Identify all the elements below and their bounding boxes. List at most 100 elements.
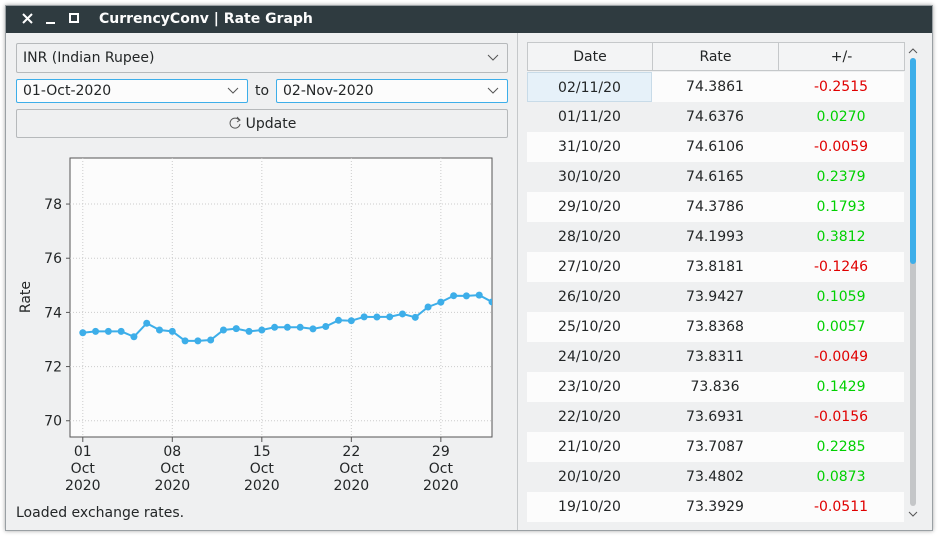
chart: Rate 70 72 74 76 78 01 Oct 2020 08 Oct 2020 15 Oct 20… bbox=[18, 157, 493, 494]
column-header: Date bbox=[527, 42, 653, 71]
rate-cell: 74.3786 bbox=[686, 199, 744, 215]
row-background bbox=[527, 342, 904, 372]
date-cell: 23/10/20 bbox=[558, 379, 621, 395]
series bbox=[79, 291, 492, 345]
x-tick-label: 22 Oct 2020 bbox=[334, 444, 370, 494]
point bbox=[424, 303, 432, 311]
point bbox=[386, 313, 394, 321]
point bbox=[245, 327, 253, 335]
change-cell: -0.0511 bbox=[813, 499, 869, 515]
point bbox=[347, 317, 355, 325]
x-tick-label: 01 Oct 2020 bbox=[65, 444, 101, 494]
rate-cell: 74.6106 bbox=[686, 139, 744, 155]
rate-cell: 74.1993 bbox=[686, 229, 744, 245]
point bbox=[232, 325, 240, 333]
window: CurrencyConv | Rate Graph INR (Indian Ru… bbox=[5, 5, 933, 531]
rate-cell: 74.6165 bbox=[686, 169, 744, 185]
date-cell: 26/10/20 bbox=[558, 289, 621, 305]
date-cell: 01/11/20 bbox=[558, 109, 621, 125]
date-cell: 02/11/20 bbox=[527, 72, 652, 102]
change-cell: 0.1059 bbox=[816, 289, 866, 305]
change-cell: 0.2379 bbox=[816, 169, 866, 185]
rate-cell: 73.8311 bbox=[686, 349, 744, 365]
splitter bbox=[517, 33, 518, 530]
change-cell: 0.1793 bbox=[816, 199, 866, 215]
row-background bbox=[527, 312, 904, 342]
point bbox=[92, 327, 100, 335]
date-cell: 21/10/20 bbox=[558, 439, 621, 455]
column-header: +/- bbox=[778, 42, 905, 71]
point bbox=[360, 313, 368, 321]
point bbox=[143, 319, 151, 327]
point bbox=[130, 333, 138, 341]
currency-text: INR (Indian Rupee) bbox=[23, 50, 155, 66]
point bbox=[335, 316, 343, 324]
scrollbar[interactable] bbox=[904, 42, 924, 522]
row-background bbox=[527, 252, 904, 282]
date-from[interactable]: 01-Oct-2020 bbox=[16, 79, 248, 103]
point bbox=[411, 313, 419, 321]
title-bar: CurrencyConv | Rate Graph bbox=[6, 6, 932, 33]
row-background bbox=[527, 282, 904, 312]
point bbox=[475, 291, 483, 299]
date-cell: 19/10/20 bbox=[558, 499, 621, 515]
date-cell: 30/10/20 bbox=[558, 169, 621, 185]
window-controls[interactable] bbox=[6, 6, 86, 33]
table: Date Rate +/- 02/11/20 74.3861 -0.2515 01/11/2… bbox=[527, 42, 905, 522]
rate-cell: 73.836 bbox=[690, 379, 740, 395]
row-background bbox=[527, 432, 904, 462]
point bbox=[104, 327, 112, 335]
point bbox=[79, 329, 87, 337]
row-background bbox=[527, 402, 904, 432]
rate-cell: 73.8368 bbox=[686, 319, 744, 335]
point bbox=[258, 326, 266, 334]
row-background bbox=[527, 462, 904, 492]
date-cell: 22/10/20 bbox=[558, 409, 621, 425]
update-text: Update bbox=[245, 116, 297, 132]
y-tick-label: 76 bbox=[44, 251, 62, 267]
point bbox=[488, 298, 492, 306]
point bbox=[283, 323, 291, 331]
point bbox=[156, 326, 164, 334]
row-background bbox=[527, 492, 904, 522]
point bbox=[450, 292, 458, 300]
currency-select[interactable]: INR (Indian Rupee) bbox=[16, 43, 508, 73]
point bbox=[181, 337, 189, 345]
point bbox=[117, 327, 125, 335]
rate-cell: 73.3929 bbox=[686, 499, 744, 515]
point bbox=[462, 292, 470, 300]
point bbox=[168, 327, 176, 335]
y-tick-label: 74 bbox=[44, 305, 62, 321]
point bbox=[219, 326, 227, 334]
rate-cell: 73.4802 bbox=[686, 469, 744, 485]
point bbox=[398, 310, 406, 318]
date-to[interactable]: 02-Nov-2020 bbox=[276, 79, 508, 103]
update-button[interactable]: Update bbox=[16, 109, 508, 138]
point bbox=[373, 313, 381, 321]
change-cell: -0.1246 bbox=[813, 259, 869, 275]
date-cell: 24/10/20 bbox=[558, 349, 621, 365]
row-background bbox=[527, 222, 904, 252]
rate-cell: 73.9427 bbox=[686, 289, 744, 305]
row-background bbox=[527, 372, 904, 402]
column-header: Rate bbox=[652, 42, 779, 71]
point bbox=[322, 322, 330, 330]
rate-cell: 74.6376 bbox=[686, 109, 744, 125]
y-axis-label: Rate bbox=[18, 281, 34, 313]
date-cell: 20/10/20 bbox=[558, 469, 621, 485]
point bbox=[194, 337, 202, 345]
rate-cell: 73.7087 bbox=[686, 439, 744, 455]
x-tick-label: 08 Oct 2020 bbox=[154, 444, 190, 494]
point bbox=[309, 325, 317, 333]
point bbox=[207, 336, 215, 344]
row-background bbox=[527, 192, 904, 222]
date-cell: 27/10/20 bbox=[558, 259, 621, 275]
point bbox=[437, 298, 445, 306]
change-cell: 0.0057 bbox=[816, 319, 866, 335]
row-background bbox=[527, 102, 904, 132]
y-tick-label: 70 bbox=[44, 414, 62, 430]
change-cell: 0.1429 bbox=[816, 379, 866, 395]
date-cell: 28/10/20 bbox=[558, 229, 621, 245]
change-cell: 0.0270 bbox=[816, 109, 866, 125]
